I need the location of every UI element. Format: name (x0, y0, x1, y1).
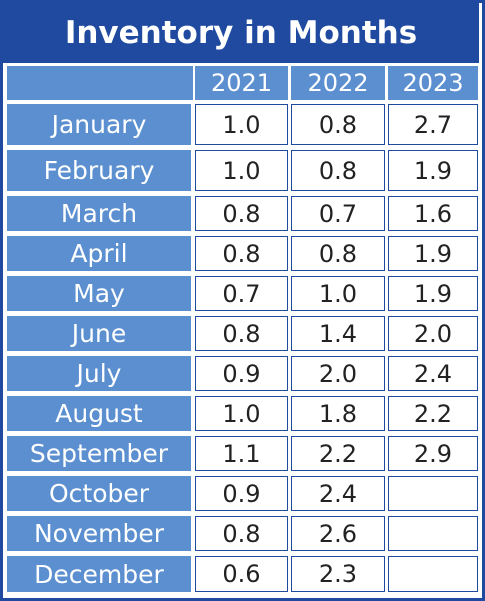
value-cell: 1.9 (388, 150, 478, 191)
value-cell: 1.0 (291, 276, 385, 311)
value-cell: 0.8 (195, 236, 288, 271)
value-cell: 1.0 (195, 396, 288, 431)
month-label-august: August (7, 396, 191, 431)
value-cell: 0.7 (291, 196, 385, 231)
value-cell: 2.3 (291, 556, 385, 592)
value-cell: 2.7 (388, 104, 478, 145)
value-cell: 0.9 (195, 476, 288, 511)
value-cell: 2.6 (291, 516, 385, 551)
value-cell: 0.8 (291, 150, 385, 191)
value-cell: 2.0 (291, 356, 385, 391)
value-cell: 2.4 (291, 476, 385, 511)
value-cell: 2.4 (388, 356, 478, 391)
value-cell: 1.9 (388, 236, 478, 271)
month-label-january: January (7, 104, 191, 145)
value-cell (388, 476, 478, 511)
value-cell: 2.2 (388, 396, 478, 431)
value-cell: 2.2 (291, 436, 385, 471)
value-cell: 1.6 (388, 196, 478, 231)
month-label-november: November (7, 516, 191, 551)
month-label-july: July (7, 356, 191, 391)
value-cell (388, 516, 478, 551)
value-cell: 0.8 (291, 104, 385, 145)
column-header-2022: 2022 (291, 66, 385, 100)
value-cell: 0.8 (195, 316, 288, 351)
value-cell: 1.0 (195, 104, 288, 145)
value-cell: 0.8 (291, 236, 385, 271)
value-cell (388, 556, 478, 592)
value-cell: 1.1 (195, 436, 288, 471)
value-cell: 1.0 (195, 150, 288, 191)
value-cell: 0.6 (195, 556, 288, 592)
value-cell: 2.0 (388, 316, 478, 351)
header-corner (7, 66, 193, 100)
column-header-2023: 2023 (388, 66, 478, 100)
month-label-april: April (7, 236, 191, 271)
month-label-may: May (7, 276, 191, 311)
month-label-october: October (7, 476, 191, 511)
value-cell: 0.8 (195, 196, 288, 231)
month-label-december: December (7, 556, 191, 592)
month-label-march: March (7, 196, 191, 231)
value-cell: 0.7 (195, 276, 288, 311)
value-cell: 0.9 (195, 356, 288, 391)
month-label-june: June (7, 316, 191, 351)
month-label-september: September (7, 436, 191, 471)
value-cell: 1.4 (291, 316, 385, 351)
month-label-february: February (7, 150, 191, 191)
value-cell: 1.8 (291, 396, 385, 431)
value-cell: 1.9 (388, 276, 478, 311)
value-cell: 2.9 (388, 436, 478, 471)
column-header-2021: 2021 (195, 66, 288, 100)
value-cell: 0.8 (195, 516, 288, 551)
table-title: Inventory in Months (3, 3, 479, 63)
